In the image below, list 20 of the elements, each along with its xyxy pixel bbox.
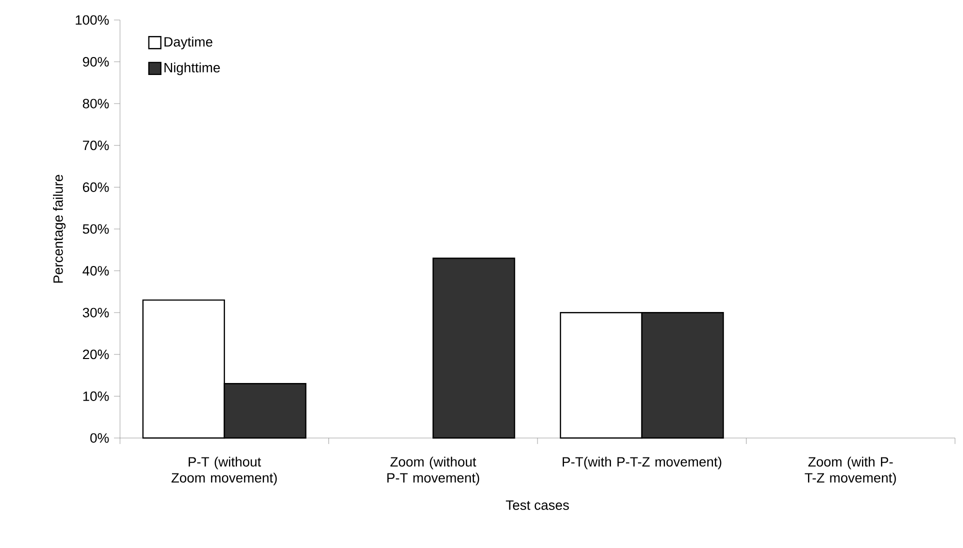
y-tick-label: 30% bbox=[82, 308, 109, 318]
y-tick-label: 70% bbox=[82, 140, 109, 150]
legend-label: Nighttime bbox=[164, 62, 220, 76]
x-axis-title: Test cases bbox=[506, 500, 569, 510]
y-tick-label: 10% bbox=[83, 391, 109, 401]
x-tick-label: P-T (without Zoom movement) bbox=[172, 456, 277, 486]
y-tick-label: 20% bbox=[82, 350, 109, 360]
y-tick-label: 40% bbox=[82, 266, 109, 276]
y-tick-label: 90% bbox=[82, 57, 109, 67]
bar bbox=[432, 258, 516, 439]
x-tick-label: Zoom (with P-T-Z movement) bbox=[804, 456, 896, 486]
y-axis-title: Percentage failure bbox=[52, 174, 66, 283]
y-tick-label: 80% bbox=[82, 98, 109, 108]
y-tick-label: 50% bbox=[82, 224, 109, 234]
legend-label: Daytime bbox=[164, 36, 212, 50]
y-tick-label: 100% bbox=[76, 15, 109, 25]
y-tick-label: 0% bbox=[90, 433, 109, 443]
x-tick-label: P-T(with P-T-Z movement) bbox=[562, 456, 722, 470]
x-tick-label: Zoom (without P-T movement) bbox=[387, 456, 480, 486]
y-tick-label: 60% bbox=[82, 182, 109, 192]
